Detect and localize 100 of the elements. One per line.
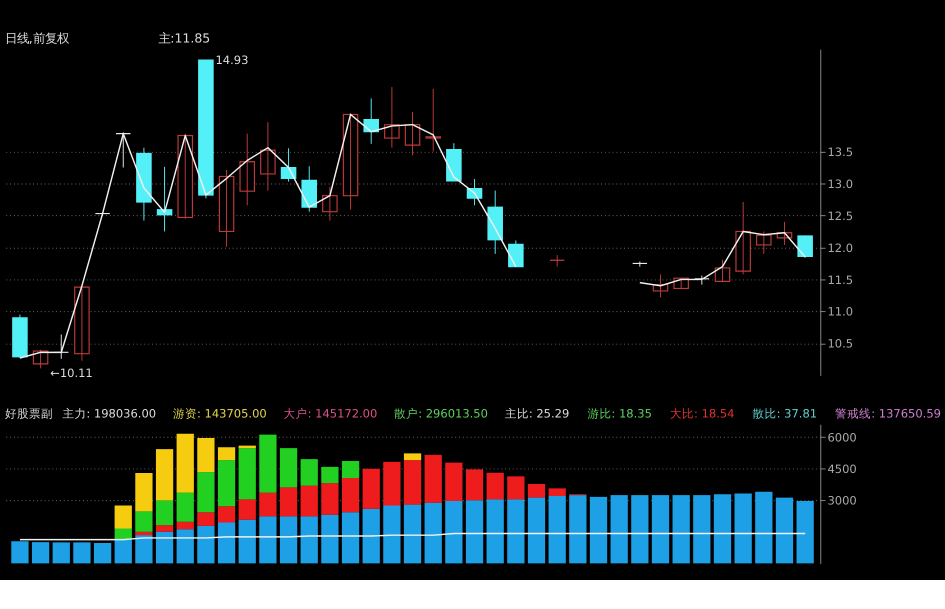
bar bbox=[197, 472, 215, 512]
bar bbox=[176, 522, 194, 530]
bar bbox=[52, 542, 70, 564]
bar bbox=[342, 478, 360, 512]
bar bbox=[135, 535, 153, 564]
bar bbox=[672, 495, 690, 564]
bar bbox=[445, 462, 462, 502]
bar bbox=[32, 542, 50, 564]
text: 大户: 145172.00 bbox=[284, 406, 378, 421]
text: 散比: 37.81 bbox=[752, 406, 818, 421]
bar bbox=[114, 528, 132, 540]
y-tick-label: 4500 bbox=[827, 462, 857, 476]
y-tick-label: 6000 bbox=[827, 430, 857, 444]
bar bbox=[238, 520, 256, 564]
bar bbox=[404, 504, 422, 564]
candlestick bbox=[156, 166, 172, 232]
bar bbox=[507, 499, 524, 564]
y-tick-label: 13.0 bbox=[827, 176, 854, 191]
bar bbox=[238, 499, 256, 520]
candlestick bbox=[12, 314, 28, 359]
bar bbox=[238, 448, 256, 500]
text: 好股票副 bbox=[4, 406, 53, 421]
candlestick bbox=[218, 170, 234, 248]
candlestick bbox=[198, 59, 214, 199]
bar bbox=[280, 448, 298, 488]
bar bbox=[176, 529, 194, 564]
candlestick bbox=[74, 286, 90, 362]
bar bbox=[404, 460, 422, 505]
bar bbox=[693, 495, 710, 564]
bar bbox=[362, 508, 380, 564]
candlestick bbox=[177, 133, 194, 220]
line-series bbox=[19, 532, 806, 540]
bar bbox=[197, 512, 215, 526]
annotation: ←10.11 bbox=[50, 366, 93, 380]
bar bbox=[218, 522, 236, 564]
text: 游资: 143705.00 bbox=[172, 406, 267, 421]
bar bbox=[424, 454, 442, 503]
bar bbox=[238, 446, 256, 448]
text: 主力: 198036.00 bbox=[62, 406, 156, 421]
bar bbox=[73, 542, 91, 564]
bar bbox=[176, 434, 194, 493]
bar bbox=[507, 476, 524, 500]
candlestick bbox=[549, 254, 565, 268]
bar bbox=[734, 493, 752, 564]
text: 主:11.85 bbox=[158, 30, 210, 46]
bar bbox=[486, 499, 504, 564]
candlestick bbox=[425, 88, 441, 152]
bar bbox=[300, 486, 318, 516]
bar bbox=[631, 495, 648, 564]
y-tick-label: 3000 bbox=[827, 494, 857, 508]
bar bbox=[280, 516, 298, 564]
candlestick bbox=[115, 132, 132, 168]
bar bbox=[156, 532, 174, 564]
text: 主比: 25.29 bbox=[504, 406, 570, 421]
bar bbox=[548, 488, 566, 496]
bar bbox=[135, 511, 153, 532]
bar bbox=[776, 498, 794, 564]
chart-title: 日线,前复权 bbox=[4, 30, 69, 46]
bar bbox=[300, 516, 318, 564]
bar bbox=[362, 468, 380, 509]
bar bbox=[259, 516, 277, 564]
bar bbox=[114, 505, 132, 528]
text: 游比: 18.35 bbox=[587, 406, 652, 421]
bar bbox=[424, 502, 442, 564]
bar bbox=[135, 473, 153, 512]
bar bbox=[383, 462, 401, 506]
y-tick-label: 13.5 bbox=[827, 144, 854, 159]
bar bbox=[528, 484, 546, 498]
bar bbox=[652, 495, 670, 564]
bar bbox=[548, 496, 566, 564]
bar bbox=[11, 541, 29, 564]
bar bbox=[94, 542, 112, 564]
y-tick-label: 10.5 bbox=[827, 336, 854, 351]
bar bbox=[466, 469, 484, 500]
bar bbox=[197, 526, 215, 564]
bar bbox=[796, 501, 814, 564]
bar bbox=[714, 494, 732, 564]
bar bbox=[342, 512, 360, 564]
text: 警戒线: 137650.59 bbox=[835, 406, 941, 421]
text: 散户: 296013.50 bbox=[394, 406, 488, 421]
bar bbox=[156, 449, 174, 500]
bar bbox=[445, 501, 462, 564]
bar bbox=[321, 483, 339, 515]
annotation: 14.93 bbox=[215, 52, 248, 67]
text: 大比: 18.54 bbox=[670, 406, 734, 421]
y-tick-label: 12.0 bbox=[827, 240, 854, 255]
bar bbox=[321, 466, 339, 484]
candlestick bbox=[239, 133, 255, 206]
bar bbox=[755, 492, 772, 564]
bar bbox=[610, 495, 628, 564]
bar bbox=[383, 505, 401, 564]
bar bbox=[569, 495, 586, 564]
bar bbox=[197, 438, 215, 472]
bar bbox=[342, 460, 360, 478]
bar bbox=[590, 496, 608, 564]
bar bbox=[528, 498, 546, 564]
bar bbox=[218, 460, 236, 506]
y-tick-label: 11.0 bbox=[827, 304, 854, 319]
y-tick-label: 11.5 bbox=[827, 272, 854, 287]
bar bbox=[218, 447, 236, 460]
